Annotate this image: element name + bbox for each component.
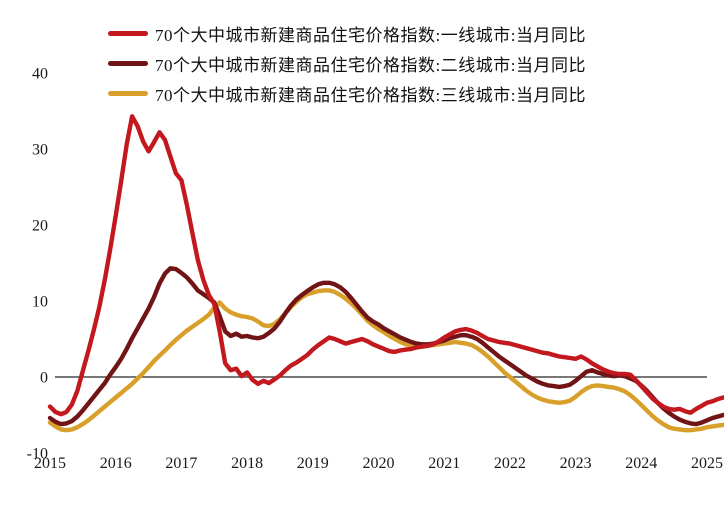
y-tick-label: 30 [32, 142, 48, 159]
legend-item-tier1: 70个大中城市新建商品住宅价格指数:一线城市:当月同比 [108, 18, 586, 48]
legend-item-tier2: 70个大中城市新建商品住宅价格指数:二线城市:当月同比 [108, 48, 586, 78]
legend-label-tier3: 70个大中城市新建商品住宅价格指数:三线城市:当月同比 [155, 85, 586, 105]
tier3-line-swatch [108, 90, 148, 96]
series-line-线城 [47, 288, 724, 433]
x-tick-label: 2020 [363, 455, 395, 472]
legend-label-tier1: 70个大中城市新建商品住宅价格指数:一线城市:当月同比 [155, 25, 586, 45]
x-tick-label: 2016 [100, 455, 132, 472]
series-line-线城 [47, 114, 724, 417]
tier2-line-swatch [108, 60, 148, 66]
y-tick-label: 20 [32, 218, 48, 235]
tier1-line-swatch [108, 30, 148, 36]
y-tick-label: -10 [27, 446, 48, 463]
x-tick-label: 2017 [165, 455, 197, 472]
legend-item-tier3: 70个大中城市新建商品住宅价格指数:三线城市:当月同比 [108, 78, 586, 108]
chart-legend: 70个大中城市新建商品住宅价格指数:一线城市:当月同比 70个大中城市新建商品住… [108, 18, 586, 108]
x-tick-label: 2022 [494, 455, 526, 472]
x-tick-label: 2025 [691, 455, 723, 472]
x-tick-label: 2021 [428, 455, 460, 472]
y-tick-label: 0 [40, 370, 48, 387]
x-tick-label: 2019 [297, 455, 329, 472]
x-tick-label: 2018 [231, 455, 263, 472]
x-tick-label: 2015 [34, 455, 66, 472]
y-tick-label: 40 [32, 66, 48, 83]
x-tick-label: 2023 [560, 455, 592, 472]
series-line-线城 [47, 266, 724, 427]
y-tick-label: 10 [32, 294, 48, 311]
x-tick-label: 2024 [625, 455, 657, 472]
legend-label-tier2: 70个大中城市新建商品住宅价格指数:二线城市:当月同比 [155, 55, 586, 75]
